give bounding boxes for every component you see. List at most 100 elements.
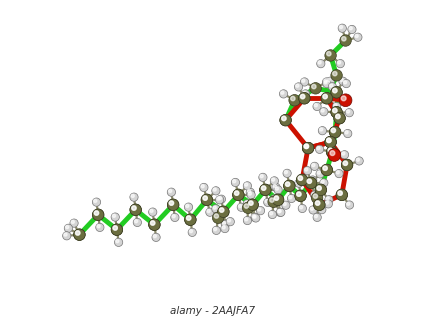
Circle shape (295, 179, 303, 187)
Circle shape (171, 213, 179, 221)
Circle shape (343, 161, 348, 165)
Circle shape (212, 187, 220, 195)
Circle shape (312, 192, 323, 204)
Circle shape (299, 92, 310, 104)
Circle shape (331, 107, 342, 118)
Circle shape (321, 164, 332, 176)
Circle shape (135, 220, 138, 223)
Circle shape (149, 219, 160, 230)
Circle shape (323, 166, 327, 171)
Circle shape (184, 214, 196, 226)
Circle shape (251, 213, 259, 221)
Circle shape (305, 168, 308, 171)
Circle shape (331, 128, 335, 132)
Circle shape (302, 142, 314, 154)
Circle shape (132, 206, 136, 210)
Circle shape (327, 78, 331, 82)
Circle shape (334, 112, 345, 124)
Circle shape (326, 77, 334, 85)
Circle shape (315, 145, 324, 154)
Circle shape (247, 199, 258, 211)
Circle shape (336, 171, 340, 174)
Circle shape (74, 229, 85, 240)
Circle shape (296, 180, 299, 184)
Circle shape (270, 198, 274, 202)
Circle shape (244, 201, 248, 204)
Circle shape (323, 78, 331, 86)
Circle shape (339, 77, 347, 85)
Circle shape (320, 128, 323, 131)
Circle shape (201, 185, 204, 188)
Circle shape (235, 191, 239, 195)
Circle shape (326, 146, 338, 158)
Circle shape (249, 201, 253, 205)
Circle shape (221, 224, 229, 233)
Circle shape (300, 78, 309, 86)
Circle shape (149, 208, 157, 216)
Circle shape (227, 219, 231, 222)
Circle shape (232, 180, 236, 183)
Circle shape (167, 199, 179, 211)
Circle shape (132, 206, 136, 210)
Circle shape (184, 203, 193, 211)
Circle shape (311, 191, 319, 199)
Circle shape (300, 94, 305, 99)
Circle shape (130, 193, 138, 201)
Circle shape (307, 179, 312, 183)
Circle shape (260, 184, 271, 196)
Circle shape (62, 232, 71, 240)
Circle shape (327, 138, 331, 142)
Circle shape (327, 138, 331, 142)
Circle shape (333, 108, 337, 113)
Circle shape (282, 201, 290, 209)
Circle shape (278, 210, 281, 213)
Circle shape (297, 192, 301, 196)
Circle shape (328, 148, 332, 153)
Circle shape (342, 152, 345, 155)
Circle shape (286, 182, 290, 186)
Circle shape (222, 226, 225, 229)
Circle shape (337, 61, 341, 64)
Circle shape (76, 231, 80, 235)
Circle shape (331, 107, 342, 118)
Circle shape (315, 201, 320, 205)
Circle shape (341, 159, 353, 171)
Circle shape (172, 215, 175, 218)
Circle shape (219, 208, 224, 212)
Circle shape (342, 79, 351, 88)
Circle shape (314, 199, 325, 211)
Circle shape (111, 224, 123, 236)
Circle shape (313, 102, 321, 111)
Circle shape (212, 226, 221, 235)
Circle shape (282, 116, 286, 121)
Circle shape (190, 229, 193, 233)
Circle shape (275, 187, 278, 190)
Circle shape (331, 87, 342, 98)
Circle shape (321, 164, 332, 176)
Circle shape (317, 60, 325, 68)
Circle shape (226, 218, 235, 226)
Circle shape (269, 212, 273, 215)
Circle shape (329, 126, 341, 138)
Circle shape (243, 200, 252, 208)
Circle shape (356, 158, 360, 161)
Circle shape (272, 194, 284, 205)
Circle shape (213, 188, 216, 191)
Circle shape (343, 81, 347, 84)
Circle shape (323, 166, 327, 171)
Circle shape (327, 52, 331, 56)
Circle shape (167, 199, 179, 211)
Circle shape (259, 173, 267, 181)
Circle shape (284, 171, 287, 174)
Circle shape (298, 176, 303, 180)
Circle shape (247, 191, 255, 199)
Circle shape (299, 92, 310, 104)
Circle shape (258, 208, 261, 211)
Circle shape (252, 214, 260, 222)
Circle shape (274, 196, 278, 200)
Circle shape (237, 203, 246, 212)
Circle shape (319, 207, 322, 210)
Circle shape (133, 218, 142, 227)
Circle shape (281, 91, 284, 94)
Circle shape (111, 224, 123, 236)
